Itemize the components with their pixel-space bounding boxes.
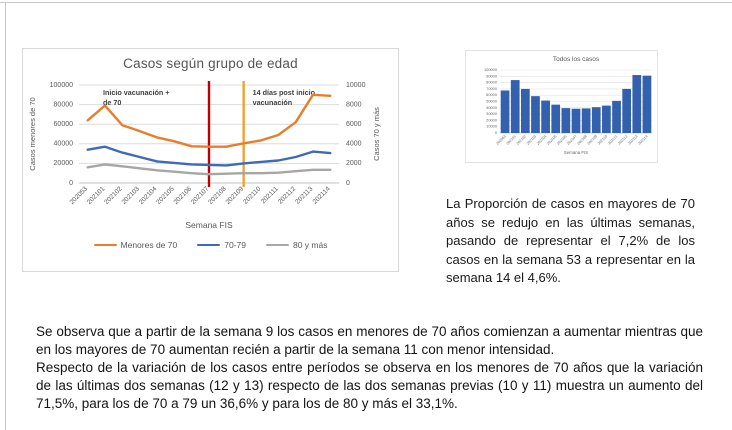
svg-text:202108: 202108 — [577, 134, 588, 145]
svg-text:202106: 202106 — [173, 185, 194, 206]
svg-text:8000: 8000 — [346, 101, 362, 108]
svg-text:Semana FIS: Semana FIS — [185, 220, 233, 230]
legend-label: 80 y más — [292, 240, 328, 250]
legend-label: 70-79 — [224, 240, 246, 250]
svg-text:202053: 202053 — [69, 185, 90, 206]
svg-text:202106: 202106 — [556, 134, 567, 145]
line-chart-title: Casos según grupo de edad — [123, 56, 298, 71]
svg-text:202104: 202104 — [138, 185, 159, 206]
svg-text:202108: 202108 — [207, 185, 228, 206]
svg-text:202110: 202110 — [597, 134, 608, 145]
svg-text:Casos 70 y más: Casos 70 y más — [372, 107, 381, 161]
svg-text:202107: 202107 — [566, 134, 577, 145]
bottom-commentary: Se observa que a partir de la semana 9 l… — [36, 323, 703, 413]
line-chart-canvas: 0 20000 40000 60000 80000 100000 0 2000 4000 6000… — [28, 81, 381, 230]
svg-text:100000: 100000 — [484, 67, 498, 72]
svg-text:de 70: de 70 — [103, 98, 121, 107]
bottom-paragraph-1: Se observa que a partir de la semana 9 l… — [36, 324, 703, 357]
svg-text:0: 0 — [69, 180, 73, 187]
svg-text:202104: 202104 — [536, 134, 547, 145]
svg-text:Casos menores de 70: Casos menores de 70 — [28, 97, 37, 170]
svg-text:202111: 202111 — [260, 185, 280, 205]
svg-text:80000: 80000 — [54, 101, 74, 108]
svg-text:202111: 202111 — [607, 134, 618, 145]
legend-swatch — [93, 243, 117, 247]
svg-text:60000: 60000 — [486, 92, 498, 97]
svg-text:202113: 202113 — [627, 134, 638, 145]
svg-text:4000: 4000 — [346, 141, 362, 148]
svg-text:6000: 6000 — [346, 121, 362, 128]
svg-text:30000: 30000 — [486, 111, 498, 116]
svg-text:vacunación: vacunación — [253, 98, 293, 107]
svg-text:202114: 202114 — [638, 134, 649, 145]
svg-text:20000: 20000 — [486, 117, 498, 122]
svg-text:70000: 70000 — [486, 86, 498, 91]
left-border-rule — [5, 2, 6, 430]
svg-text:80000: 80000 — [486, 80, 498, 85]
svg-text:202105: 202105 — [546, 134, 557, 145]
svg-text:Todos los casos: Todos los casos — [553, 56, 600, 63]
svg-text:10000: 10000 — [346, 82, 366, 89]
svg-text:Inicio vacunación +: Inicio vacunación + — [103, 88, 170, 97]
svg-text:202109: 202109 — [587, 134, 598, 145]
svg-text:202101: 202101 — [86, 185, 107, 206]
line-chart-legend: Menores de 70 70-79 80 y más — [23, 240, 398, 250]
svg-text:50000: 50000 — [486, 99, 498, 104]
svg-text:202113: 202113 — [294, 185, 314, 205]
svg-text:2000: 2000 — [346, 160, 362, 167]
legend-item-70-79: 70-79 — [197, 240, 246, 250]
svg-text:90000: 90000 — [486, 73, 498, 78]
svg-text:0: 0 — [346, 180, 350, 187]
svg-text:202112: 202112 — [617, 134, 628, 145]
legend-swatch — [197, 243, 221, 247]
svg-text:202053: 202053 — [495, 134, 506, 145]
bottom-paragraph-2: Respecto de la variación de los casos en… — [36, 360, 703, 411]
svg-text:100000: 100000 — [50, 82, 73, 89]
right-commentary: La Proporción de casos en mayores de 70 … — [446, 196, 695, 285]
svg-text:202112: 202112 — [277, 185, 297, 205]
svg-text:20000: 20000 — [54, 160, 74, 167]
legend-swatch — [265, 243, 289, 247]
svg-text:0: 0 — [495, 130, 498, 135]
line-chart-panel: Casos según grupo de edad 0 20000 40000 600… — [22, 48, 399, 272]
svg-text:202107: 202107 — [190, 185, 211, 206]
legend-item-80-y-m-s: 80 y más — [265, 240, 328, 250]
svg-text:202102: 202102 — [516, 134, 527, 145]
svg-text:40000: 40000 — [486, 105, 498, 110]
svg-text:202114: 202114 — [312, 185, 332, 205]
svg-text:60000: 60000 — [54, 121, 74, 128]
svg-text:14 días post inicio: 14 días post inicio — [253, 88, 316, 97]
svg-text:202102: 202102 — [103, 185, 124, 206]
svg-text:202109: 202109 — [225, 185, 246, 206]
svg-text:40000: 40000 — [54, 141, 74, 148]
svg-text:10000: 10000 — [486, 124, 498, 129]
legend-item-menores-de-70: Menores de 70 — [93, 240, 178, 250]
svg-text:202105: 202105 — [155, 185, 176, 206]
top-border-rule — [0, 2, 732, 3]
bar-chart-panel: Todos los casos 0 10000 20000 30000 40000 5000… — [465, 50, 658, 163]
svg-text:202110: 202110 — [242, 185, 262, 205]
svg-text:202103: 202103 — [121, 185, 142, 206]
legend-label: Menores de 70 — [120, 240, 178, 250]
svg-text:Semana FIS: Semana FIS — [564, 150, 588, 155]
svg-text:202101: 202101 — [506, 134, 517, 145]
svg-text:202103: 202103 — [526, 134, 537, 145]
